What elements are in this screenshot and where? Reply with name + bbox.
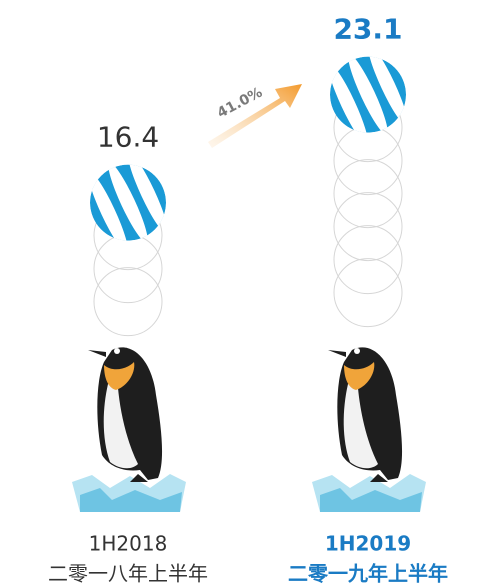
trail — [94, 235, 162, 303]
penguin-beak — [328, 350, 346, 357]
ball — [83, 150, 173, 254]
growth-arrow: 41.0% — [208, 84, 302, 148]
value-label: 23.1 — [333, 13, 402, 46]
chart: 41.0% 16.4 1H2018 二零一八年上半年 23.1 1H2019 二零一九年上… — [0, 0, 483, 588]
trail — [334, 127, 402, 195]
trail — [334, 226, 402, 294]
penguin — [72, 347, 186, 512]
ball — [323, 42, 413, 146]
category-label: 1H2019 — [325, 532, 411, 556]
penguin-eye — [354, 348, 360, 354]
penguin-beak — [88, 350, 106, 357]
trail — [334, 259, 402, 327]
trail — [334, 193, 402, 261]
category-label: 1H2018 — [89, 532, 168, 556]
trail — [94, 268, 162, 336]
value-label: 16.4 — [97, 121, 159, 154]
penguin-eye — [114, 348, 120, 354]
category-subtitle: 二零一九年上半年 — [288, 562, 448, 586]
penguin — [312, 347, 426, 512]
trail — [334, 160, 402, 228]
category-subtitle: 二零一八年上半年 — [48, 562, 208, 586]
